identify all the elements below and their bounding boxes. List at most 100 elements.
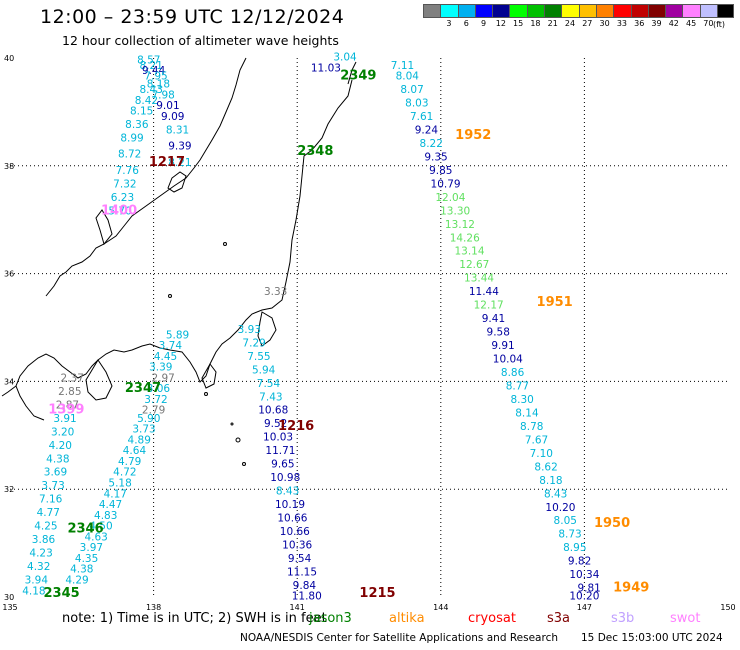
swh-value: 7.95	[144, 71, 167, 83]
swh-value: 4.18	[22, 585, 45, 597]
legend-cell: 6	[457, 4, 475, 28]
sado-island	[167, 171, 187, 193]
legend-cell: 33	[613, 4, 631, 28]
legend-cell: 18	[526, 4, 545, 28]
coastline	[1, 57, 357, 466]
swh-value: 7.55	[247, 351, 270, 363]
pass-number-label: 1950	[594, 516, 630, 531]
swh-value: 13.30	[440, 205, 470, 217]
swh-value: 11.71	[265, 445, 295, 457]
swh-value: 10.36	[282, 539, 312, 551]
swh-value: 8.78	[520, 421, 543, 433]
swh-value: 11.15	[287, 566, 317, 578]
pass-labels: 2349 1952 2348 1217 1400 1951 2347 1216 1399 2346…	[44, 69, 650, 601]
swh-value: 7.16	[39, 494, 63, 506]
legend-swatch	[647, 4, 666, 18]
swh-value: 8.30	[510, 394, 533, 406]
swh-value: 8.18	[147, 79, 170, 91]
legend-cell: 27	[578, 4, 596, 28]
swh-value: 3.04	[333, 52, 357, 64]
color-legend: 3 6 9 12 15 18 21 24 27 30 33 36 39 42 45 70	[423, 4, 735, 28]
legend-unit: (ft)	[713, 20, 726, 29]
swh-value: 2.97	[151, 372, 174, 384]
swh-value: 9.44	[142, 65, 166, 77]
swh-value: 7.98	[151, 89, 174, 101]
lat-tick-label: 40	[4, 54, 14, 63]
swh-value: 10.20	[545, 502, 575, 514]
swh-value: 13.14	[454, 246, 484, 258]
legend-swatch	[717, 4, 735, 18]
swh-value: 12.17	[474, 300, 504, 312]
swh-value: 8.62	[534, 461, 557, 473]
pass-number-label: 1952	[455, 128, 491, 143]
swh-value: 3.73	[132, 424, 155, 436]
legend-swatch	[492, 4, 510, 18]
swh-value: 8.03	[405, 98, 428, 110]
satellite-legend-item: cryosat	[468, 611, 516, 626]
legend-label: 70	[703, 19, 714, 28]
swh-value: 9.65	[271, 459, 294, 471]
satellite-legend-item: altika	[389, 611, 425, 626]
legend-label: 9	[480, 19, 487, 28]
track-c: 3.33 3.937.29 7.555.94 7.547.43 10.689.52 10.…	[238, 286, 322, 603]
swh-value: 10.34	[569, 569, 599, 581]
island	[230, 422, 234, 426]
swh-value: 5.90	[137, 413, 160, 425]
swh-value: 11.44	[469, 286, 499, 298]
legend-label: 36	[634, 19, 645, 28]
swh-value: 3.33	[264, 286, 287, 298]
swh-value: 8.72	[118, 149, 141, 161]
swh-value: 6.23	[111, 192, 134, 204]
swh-value: 8.04	[396, 71, 420, 83]
swh-value: 7.10	[530, 448, 553, 460]
swh-value: 2.87	[56, 399, 79, 411]
legend-cell: 45	[682, 4, 700, 28]
legend-swatch	[509, 4, 527, 18]
legend-cell: 15	[509, 4, 527, 28]
swh-value: 3.39	[149, 362, 172, 374]
swh-value: 8.36	[125, 119, 149, 131]
swh-value: 2.85	[58, 386, 81, 398]
swh-value: 8.18	[539, 475, 562, 487]
legend-label: 18	[530, 19, 541, 28]
swh-value: 8.42	[135, 95, 158, 107]
pass-number-label: 1949	[613, 581, 649, 596]
swh-value: 8.86	[501, 367, 525, 379]
swh-value: 9.52	[264, 418, 287, 430]
swh-value: 4.79	[118, 456, 141, 468]
pass-number-label: 2346	[67, 521, 103, 536]
swh-value: 4.20	[49, 440, 72, 452]
legend-label: 12	[495, 19, 506, 28]
pass-number-label: 1951	[537, 295, 573, 310]
legend-swatch	[613, 4, 631, 18]
satellite-legend-item: jason3	[309, 611, 352, 626]
shikoku-coast	[1, 385, 17, 397]
legend-swatch	[544, 4, 562, 18]
pass-number-label: 1399	[48, 403, 84, 418]
page-title: 12:00 – 23:59 UTC 12/12/2024	[40, 6, 345, 28]
swh-value: 3.74	[159, 340, 183, 352]
credit-line: NOAA/NESDIS Center for Satellite Applica…	[240, 632, 558, 644]
swh-value: 3.97	[80, 542, 103, 554]
legend-cell: 3	[440, 4, 458, 28]
legend-cell: 12	[492, 4, 510, 28]
lon-tick-label: 150	[720, 603, 735, 612]
swh-value: 10.66	[277, 513, 307, 525]
lat-tick-label: 38	[4, 162, 14, 171]
swh-value: 9.09	[161, 111, 184, 123]
swh-value: 7.11	[391, 60, 414, 72]
swh-value: 10.04	[493, 354, 523, 366]
swh-value: 8.73	[558, 529, 581, 541]
swh-value: 9.01	[156, 100, 179, 112]
track-a: 8.578.219.447.958.188.437.988.429.018.15…	[108, 54, 191, 217]
lon-tick-label: 135	[2, 603, 17, 612]
legend-swatch	[457, 4, 475, 18]
swh-value: 11.03	[311, 62, 341, 74]
swh-value: 8.15	[130, 106, 153, 118]
legend-cell: 70	[699, 4, 718, 28]
swh-value: 13.44	[464, 273, 494, 285]
swh-value: 10.79	[431, 178, 461, 190]
island	[223, 242, 227, 246]
swh-value: 10.20	[569, 591, 599, 603]
